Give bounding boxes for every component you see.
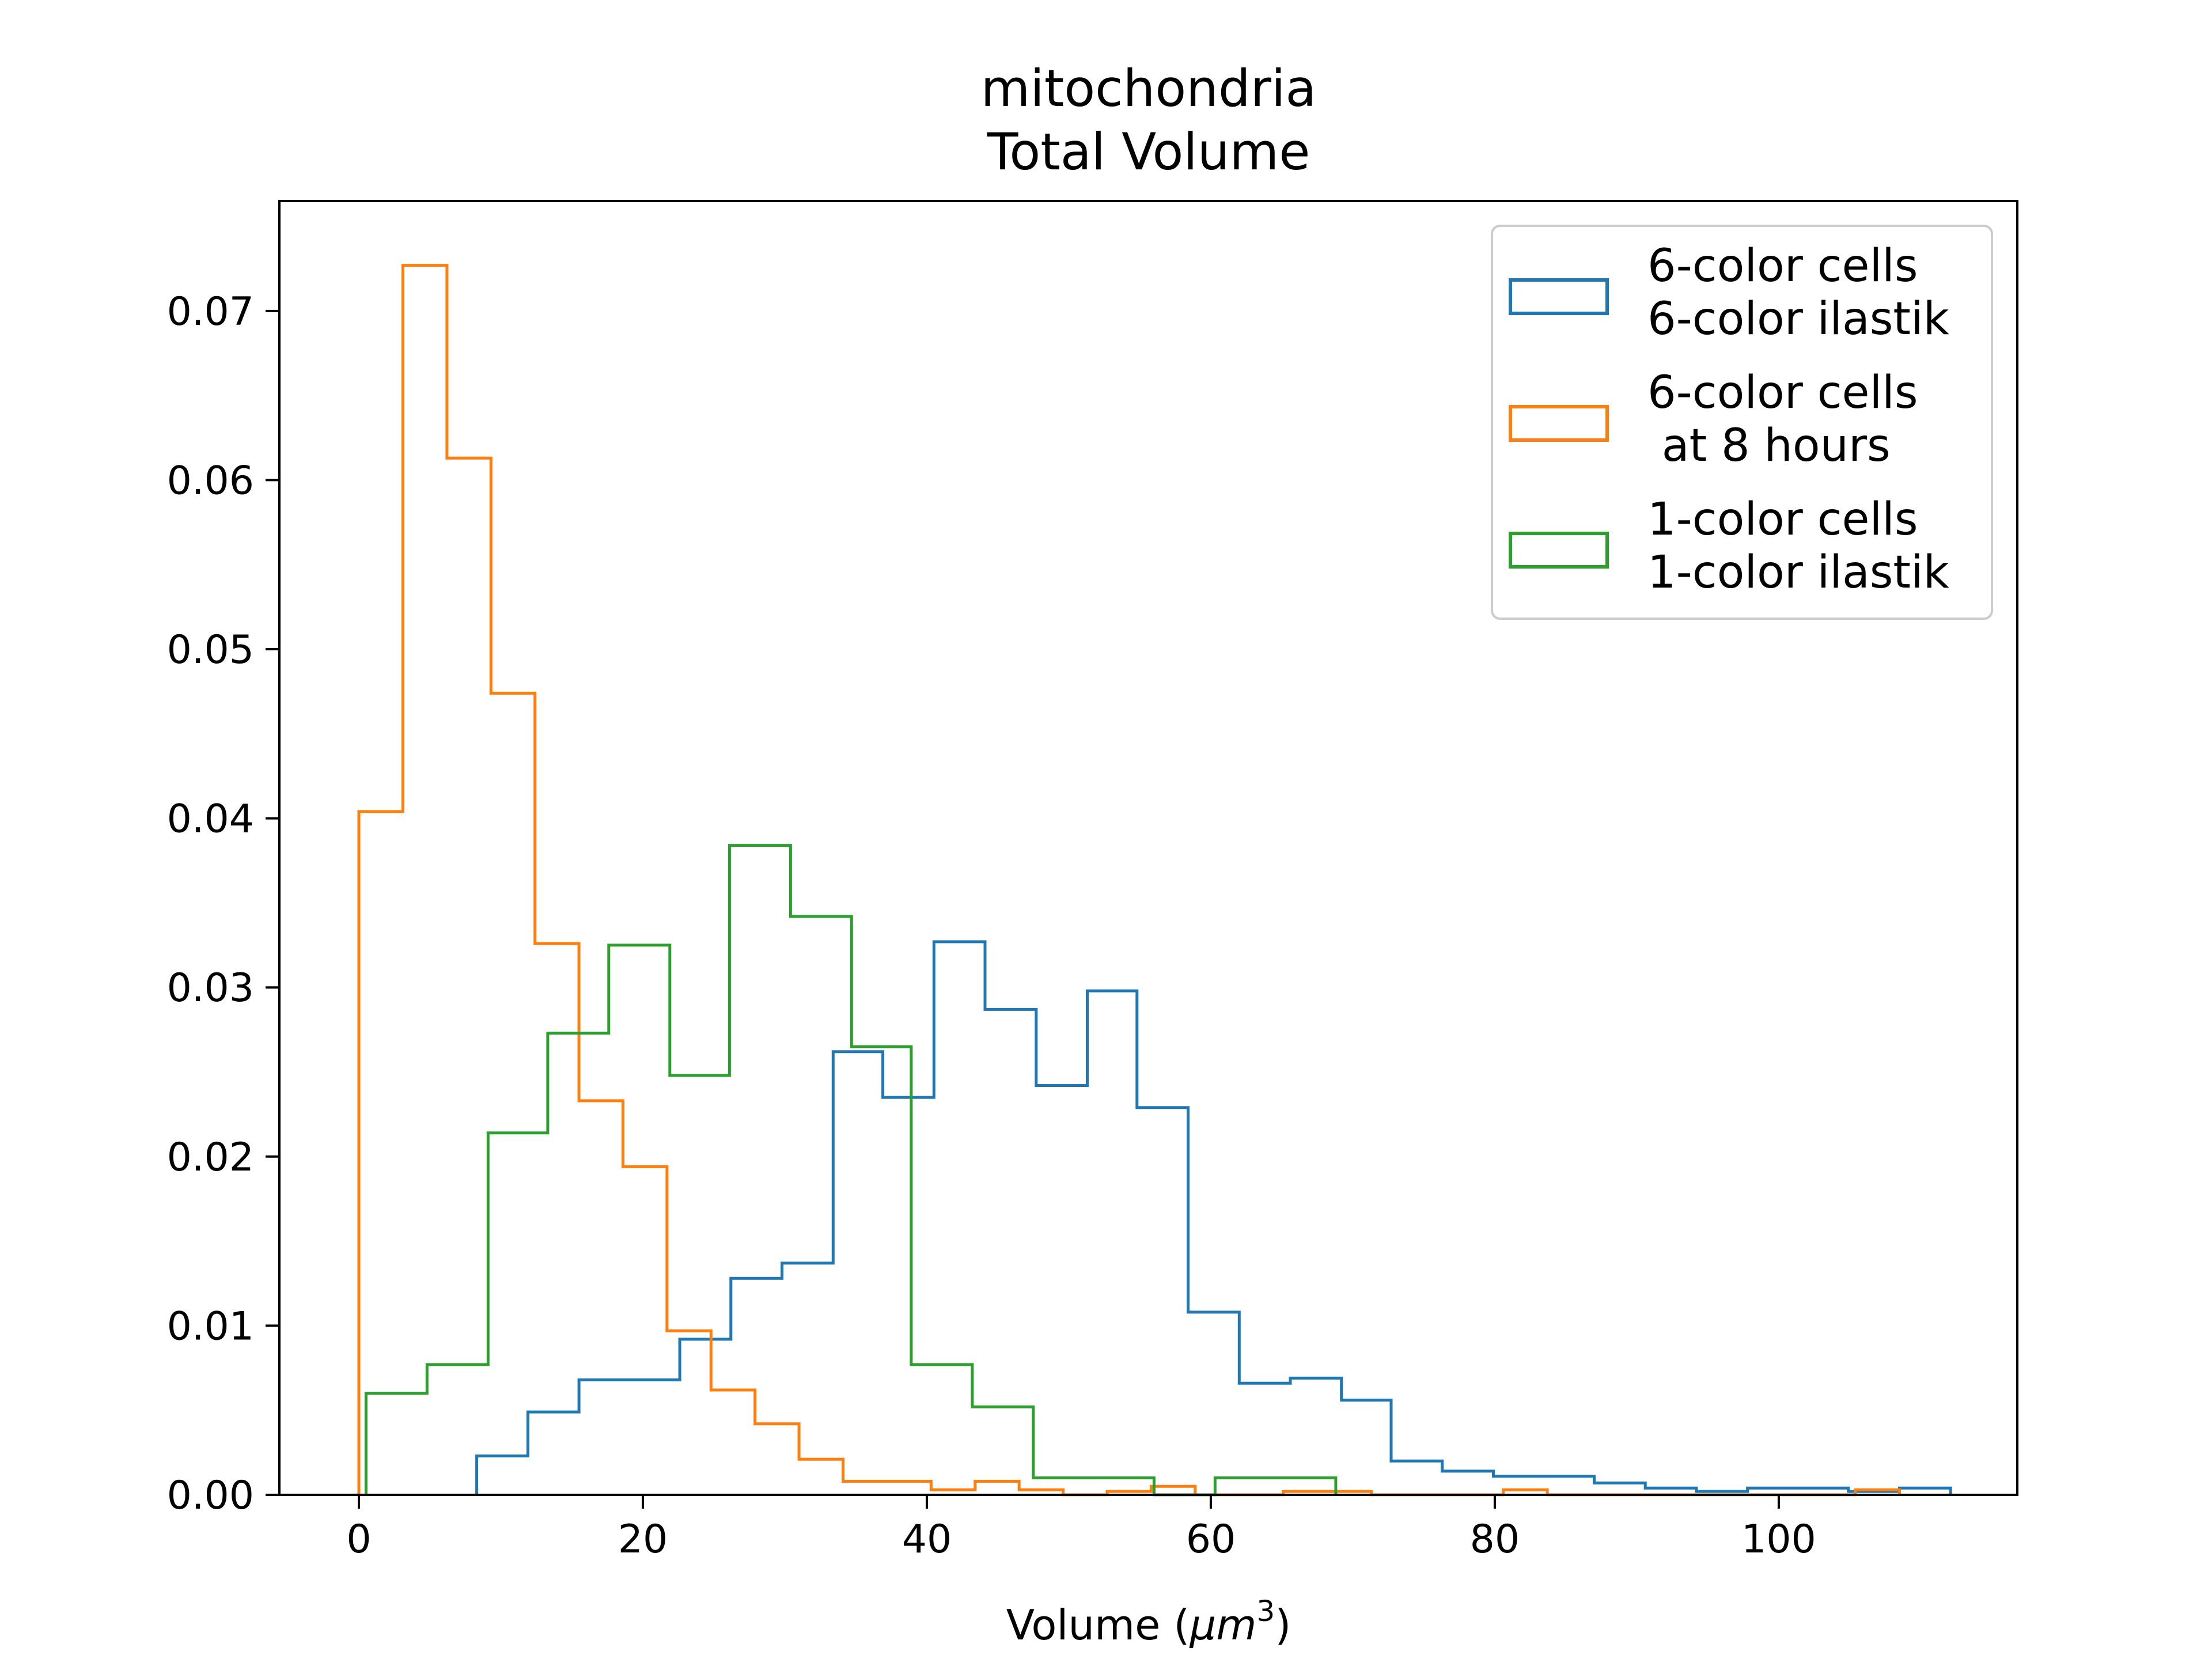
x-axis-label-unit: μm <box>1189 1601 1256 1649</box>
legend-swatch-1-color-ilastik <box>1509 532 1609 569</box>
x-tick-label: 100 <box>1741 1517 1816 1562</box>
x-axis-label: Volume (μm3) <box>1006 1594 1291 1649</box>
histogram-series-1 <box>475 940 1952 1495</box>
y-tick-label: 0.06 <box>167 458 254 503</box>
legend-label-1-line-2: 6-color ilastik <box>1647 293 1949 345</box>
legend-label-2-line-1: 6-color cells <box>1647 367 1918 419</box>
y-tick-label: 0.07 <box>167 289 254 335</box>
y-tick-label: 0.00 <box>167 1473 254 1518</box>
histogram-series-3 <box>364 844 1338 1497</box>
chart-title-line-2: Total Volume <box>987 122 1310 181</box>
legend-label-3-line-2: 1-color ilastik <box>1647 547 1949 599</box>
legend: 6-color cells 6-color ilastik 6-color ce… <box>1491 225 1993 620</box>
legend-swatch-8-hours <box>1509 405 1609 442</box>
x-axis-label-text: Volume ( <box>1006 1601 1190 1649</box>
y-tick-label: 0.05 <box>167 627 254 673</box>
legend-frame <box>1491 225 1993 620</box>
x-axis-ticks: 0 20 40 60 80 100 <box>346 1495 1816 1562</box>
y-tick-label: 0.01 <box>167 1304 254 1349</box>
legend-label-1-line-1: 6-color cells <box>1647 240 1918 292</box>
legend-label-3-line-1: 1-color cells <box>1647 494 1918 546</box>
x-tick-label: 40 <box>902 1517 952 1562</box>
y-tick-label: 0.03 <box>167 965 254 1011</box>
x-tick-label: 60 <box>1186 1517 1236 1562</box>
legend-label-2-line-2: at 8 hours <box>1647 420 1891 472</box>
chart-title-line-1: mitochondria <box>981 59 1317 118</box>
x-axis-label-close: ) <box>1275 1601 1291 1649</box>
x-axis-label-exponent: 3 <box>1256 1594 1275 1628</box>
legend-swatch-6-color-ilastik <box>1509 278 1609 315</box>
y-tick-label: 0.04 <box>167 797 254 842</box>
plot-frame <box>278 200 2018 1496</box>
y-tick-label: 0.02 <box>167 1135 254 1180</box>
y-axis-ticks: 0.00 0.01 0.02 0.03 0.04 0.05 0.06 0.07 <box>167 289 279 1518</box>
x-tick-label: 80 <box>1470 1517 1520 1562</box>
x-tick-label: 0 <box>346 1517 371 1562</box>
x-tick-label: 20 <box>618 1517 668 1562</box>
